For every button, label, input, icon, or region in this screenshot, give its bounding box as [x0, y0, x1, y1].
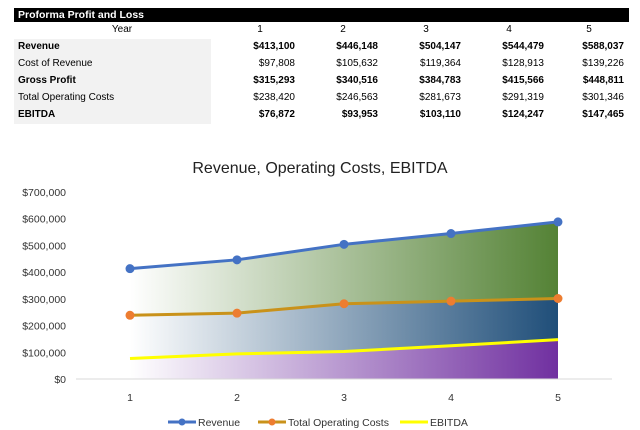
- operating-costs-point: [553, 293, 563, 303]
- table-cell: $105,632: [336, 58, 378, 69]
- year-header-1: 1: [257, 24, 263, 35]
- revenue-point: [339, 239, 349, 249]
- table-cell: $246,563: [336, 92, 378, 103]
- operating-costs-point: [446, 296, 456, 306]
- x-tick-label: 5: [555, 392, 561, 404]
- table-row: Total Operating Costs $238,420 $246,563 $28…: [14, 90, 629, 107]
- table-cell: $301,346: [582, 92, 624, 103]
- table-cell: $238,420: [253, 92, 295, 103]
- row-label: EBITDA: [18, 109, 56, 120]
- revenue-point: [553, 217, 563, 227]
- row-label: Cost of Revenue: [18, 58, 93, 69]
- table-cell: $448,811: [582, 75, 624, 86]
- x-tick-label: 2: [234, 392, 240, 404]
- row-label: Gross Profit: [18, 75, 76, 86]
- legend-revenue-label: Revenue: [198, 417, 240, 429]
- x-tick-label: 4: [448, 392, 454, 404]
- table-cell: $544,479: [502, 41, 544, 52]
- table-cell: $97,808: [258, 58, 295, 69]
- table-row: Cost of Revenue $97,808 $105,632 $119,364 $1…: [14, 56, 629, 73]
- ebitda-area: [130, 339, 558, 379]
- table-cell: $340,516: [336, 75, 378, 86]
- year-header-5: 5: [586, 24, 592, 35]
- table-row: EBITDA $76,872 $93,953 $103,110 $124,247 $147…: [14, 107, 629, 124]
- y-tick-label: $200,000: [22, 321, 66, 333]
- operating-costs-point: [232, 308, 242, 318]
- year-label: Year: [111, 24, 133, 35]
- year-header-4: 4: [506, 24, 512, 35]
- year-header-3: 3: [423, 24, 429, 35]
- table-cell: $139,226: [582, 58, 624, 69]
- table-cell: $588,037: [582, 41, 624, 52]
- table-cell: $103,110: [419, 109, 461, 120]
- y-tick-label: $500,000: [22, 240, 66, 252]
- chart-title: Revenue, Operating Costs, EBITDA: [192, 160, 448, 177]
- table-cell: $76,872: [258, 109, 295, 120]
- table-body: Revenue $413,100 $446,148 $504,147 $544,479 $…: [14, 39, 629, 124]
- table-cell: $93,953: [341, 109, 378, 120]
- year-header-2: 2: [340, 24, 346, 35]
- row-label: Revenue: [18, 41, 60, 52]
- revenue-costs-ebitda-chart: Revenue, Operating Costs, EBITDA $0 $100,…: [22, 160, 612, 429]
- table-cell: $291,319: [502, 92, 544, 103]
- x-tick-label: 1: [127, 392, 133, 404]
- profit-loss-table: Proforma Profit and Loss Year 1 2 3 4 5 …: [14, 8, 629, 124]
- table-cell: $147,465: [582, 109, 624, 120]
- y-tick-label: $300,000: [22, 294, 66, 306]
- legend-operating-costs-marker: [268, 418, 276, 426]
- table-year-row: Year 1 2 3 4 5: [14, 22, 629, 39]
- table-cell: $504,147: [419, 41, 461, 52]
- table-cell: $281,673: [419, 92, 461, 103]
- revenue-area: [130, 221, 558, 316]
- table-cell: $415,566: [502, 75, 544, 86]
- y-tick-label: $100,000: [22, 347, 66, 359]
- revenue-point: [125, 264, 135, 274]
- table-cell: $124,247: [502, 109, 544, 120]
- revenue-point: [232, 255, 242, 265]
- legend-operating-costs-label: Total Operating Costs: [288, 417, 389, 429]
- table-cell: $128,913: [502, 58, 544, 69]
- row-label: Total Operating Costs: [18, 92, 115, 103]
- y-tick-label: $700,000: [22, 187, 66, 199]
- table-cell: $384,783: [419, 75, 461, 86]
- table-cell: $413,100: [253, 41, 295, 52]
- legend-revenue-marker: [178, 418, 186, 426]
- table-cell: $119,364: [420, 58, 461, 69]
- operating-costs-point: [125, 310, 135, 320]
- table-cell: $315,293: [253, 75, 295, 86]
- table-cell: $446,148: [336, 41, 378, 52]
- y-tick-label: $400,000: [22, 267, 66, 279]
- table-title: Proforma Profit and Loss: [14, 8, 629, 22]
- y-tick-label: $600,000: [22, 214, 66, 226]
- ebitda-line: [129, 338, 559, 360]
- x-tick-label: 3: [341, 392, 347, 404]
- legend-ebitda-label: EBITDA: [430, 417, 468, 429]
- revenue-point: [446, 229, 456, 239]
- y-tick-label: $0: [54, 374, 66, 386]
- table-row: Gross Profit $315,293 $340,516 $384,783 $415…: [14, 73, 629, 90]
- operating-costs-point: [339, 299, 349, 309]
- table-row: Revenue $413,100 $446,148 $504,147 $544,479 $…: [14, 39, 629, 56]
